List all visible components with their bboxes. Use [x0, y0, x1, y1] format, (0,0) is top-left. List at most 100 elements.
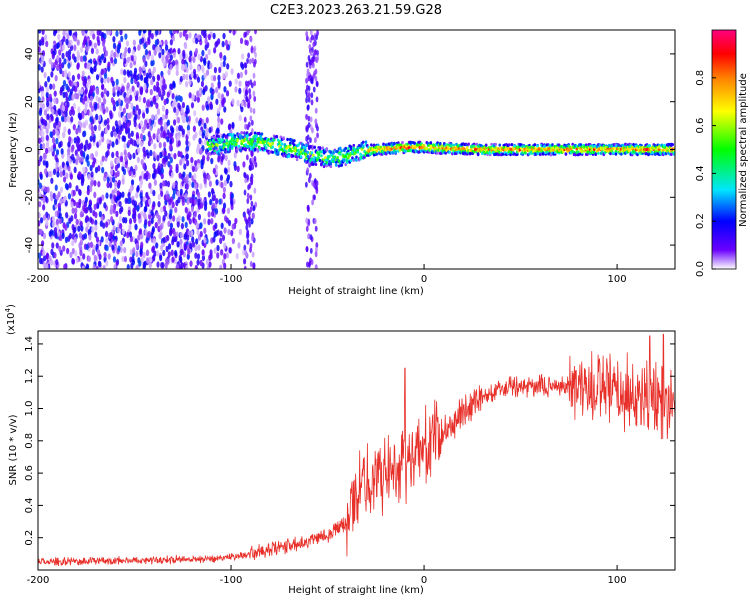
spectrogram-noise-cell [114, 164, 118, 172]
spectrogram-ridge-cell [344, 154, 347, 159]
spectrogram-ridge-cell [220, 151, 223, 155]
spectrogram-noise-cell [179, 256, 183, 263]
spectrogram-noise-cell [181, 63, 185, 71]
spectrogram-noise-cell [246, 124, 250, 131]
spectrogram-noise-cell [62, 196, 66, 204]
spectrogram-noise-cell [62, 30, 66, 37]
spectrogram-ridge-cell [263, 143, 266, 147]
spectrogram-noise-cell [84, 62, 88, 69]
spectrogram-noise-cell [113, 51, 117, 59]
spectrogram-noise-cell [230, 199, 234, 206]
spectrogram-noise-cell [93, 191, 97, 199]
spectrogram-ridge-cell [318, 158, 322, 163]
spectrogram-noise-cell [313, 49, 317, 56]
spectrogram-noise-cell [92, 33, 96, 40]
spectrogram-ridge-cell [359, 144, 362, 148]
spectrogram-noise-cell [111, 141, 115, 148]
spectrogram-noise-cell [207, 48, 211, 56]
spectrogram-ridge-cell [303, 149, 307, 153]
spectrogram-noise-cell [74, 207, 78, 214]
spectrogram-noise-cell [172, 51, 177, 59]
spectrogram-noise-cell [109, 113, 113, 120]
spectrogram-noise-cell [142, 251, 146, 259]
spectrogram-noise-cell [58, 165, 62, 172]
spectrogram-noise-cell [60, 115, 65, 122]
spectrogram-noise-cell [67, 54, 72, 61]
spectrogram-noise-cell [308, 44, 312, 51]
spectrogram-noise-cell [73, 166, 77, 174]
spectrogram-noise-cell [66, 33, 70, 40]
spectrogram-noise-cell [115, 259, 119, 267]
spectrogram-noise-cell [183, 176, 187, 184]
spectrogram-ridge-cell [601, 146, 604, 150]
spectrogram-noise-cell [167, 68, 171, 76]
spectrogram-noise-cell [150, 114, 155, 121]
spectrogram-noise-cell [249, 36, 253, 43]
spectrogram-noise-cell [222, 202, 227, 209]
spectrogram-noise-cell [89, 110, 93, 118]
y-tick-label: 20 [24, 95, 35, 108]
spectrogram-noise-cell [155, 94, 159, 101]
spectrogram-noise-cell [143, 212, 147, 219]
spectrogram-noise-cell [204, 53, 209, 61]
spectrogram-noise-cell [157, 46, 161, 53]
spectrogram-noise-cell [236, 165, 240, 173]
spectrogram-noise-cell [44, 81, 48, 88]
spectrogram-ridge-cell [306, 150, 310, 155]
spectrogram-noise-cell [187, 248, 191, 255]
spectrogram-noise-cell [152, 96, 156, 103]
spectrogram-noise-cell [162, 60, 166, 67]
spectrogram-noise-cell [42, 159, 46, 166]
spectrogram-noise-cell [125, 102, 129, 110]
spectrogram-noise-cell [123, 246, 127, 254]
spectrogram-noise-cell [160, 244, 164, 251]
spectrogram-noise-cell [205, 104, 210, 111]
spectrogram-ridge-cell [211, 144, 215, 148]
spectrogram-noise-cell [104, 127, 108, 135]
spectrogram-noise-cell [179, 159, 183, 166]
spectrogram-ridge-cell [284, 150, 288, 154]
spectrogram-noise-cell [65, 38, 69, 46]
spectrogram-noise-cell [194, 165, 198, 172]
spectrogram-noise-cell [63, 126, 67, 133]
spectrogram-noise-cell [132, 152, 136, 160]
spectrogram-ridge-cell [311, 153, 315, 158]
spectrogram-noise-cell [220, 181, 224, 189]
spectrogram-noise-cell [305, 217, 309, 224]
spectrogram-noise-cell [195, 222, 200, 229]
spectrogram-ridge-cell [382, 142, 385, 146]
spectrogram-noise-cell [97, 115, 102, 122]
spectrogram-noise-cell [68, 30, 72, 36]
spectrogram-noise-cell [142, 112, 146, 119]
spectrogram-noise-cell [205, 259, 210, 266]
spectrogram-noise-cell [310, 77, 314, 84]
spectrogram-noise-cell [58, 217, 63, 225]
spectrogram-noise-cell [113, 263, 117, 269]
spectrogram-noise-cell [135, 192, 139, 199]
spectrogram-noise-cell [216, 107, 220, 115]
spectrogram-noise-cell [176, 241, 180, 248]
spectrogram-noise-cell [313, 194, 316, 201]
spectrogram-ridge-cell [272, 138, 276, 142]
spectrogram-noise-cell [101, 166, 105, 174]
spectrogram-noise-cell [115, 100, 119, 107]
spectrogram-noise-cell [220, 118, 224, 125]
spectrogram-noise-cell [160, 167, 164, 175]
spectrogram-noise-cell [185, 139, 189, 146]
spectrogram-noise-cell [149, 125, 153, 132]
spectrogram-noise-cell [196, 90, 200, 97]
spectrogram-noise-cell [53, 198, 58, 205]
spectrogram-noise-cell [46, 113, 50, 120]
spectrogram-noise-cell [185, 153, 189, 160]
spectrogram-ridge-cell [355, 155, 358, 159]
spectrogram-noise-cell [38, 46, 41, 53]
spectrogram-noise-cell [215, 179, 219, 186]
spectrogram-noise-cell [160, 172, 164, 180]
spectrogram-noise-cell [92, 264, 96, 269]
spectrogram-noise-cell [309, 50, 313, 57]
colorbar-tick-label: 0.4 [695, 165, 706, 181]
spectrogram-noise-cell [73, 56, 77, 63]
spectrogram-noise-cell [230, 229, 234, 237]
spectrogram-noise-cell [191, 241, 196, 248]
spectrogram-noise-cell [133, 120, 137, 128]
